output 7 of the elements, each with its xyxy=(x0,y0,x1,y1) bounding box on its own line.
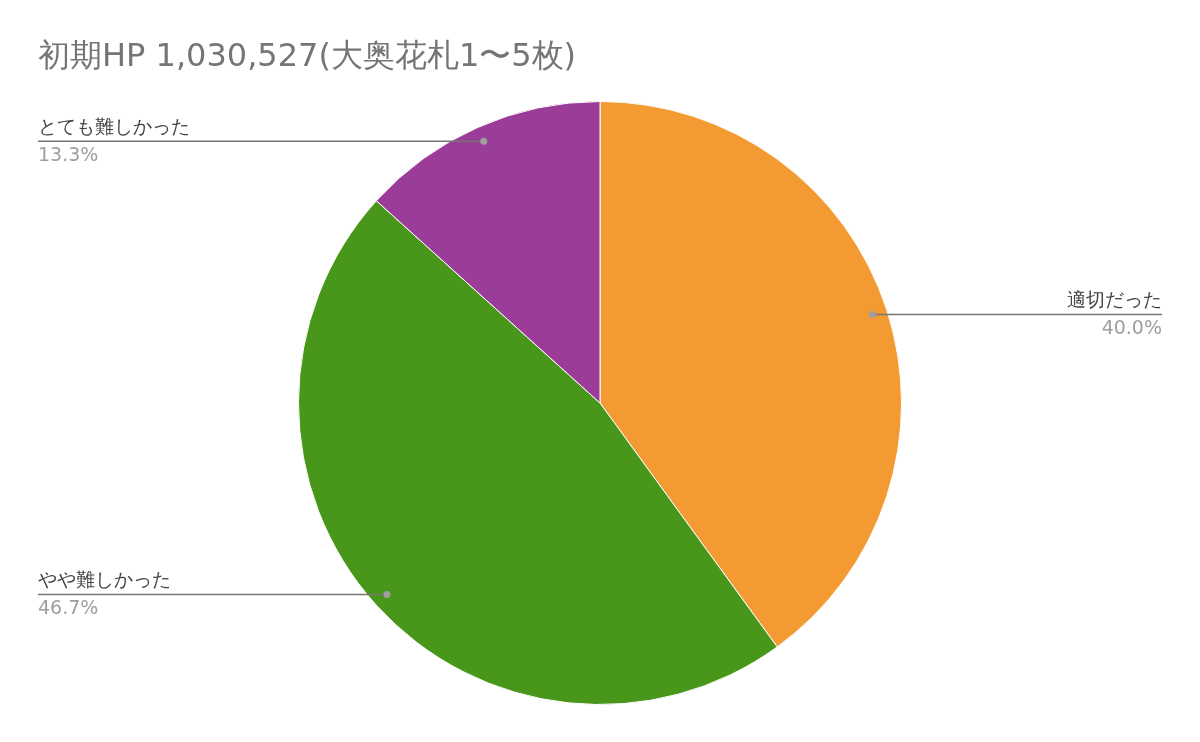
slice-label: とても難しかった xyxy=(38,114,190,137)
data-label: 13.3% xyxy=(38,142,99,165)
data-label: 46.7% xyxy=(38,595,99,618)
chart-title: 初期HP 1,030,527(大奥花札1〜5枚) xyxy=(38,35,577,76)
data-label: 40.0% xyxy=(1101,315,1162,338)
slice-label: 適切だった xyxy=(1067,287,1162,310)
slice-label: やや難しかった xyxy=(38,567,171,590)
